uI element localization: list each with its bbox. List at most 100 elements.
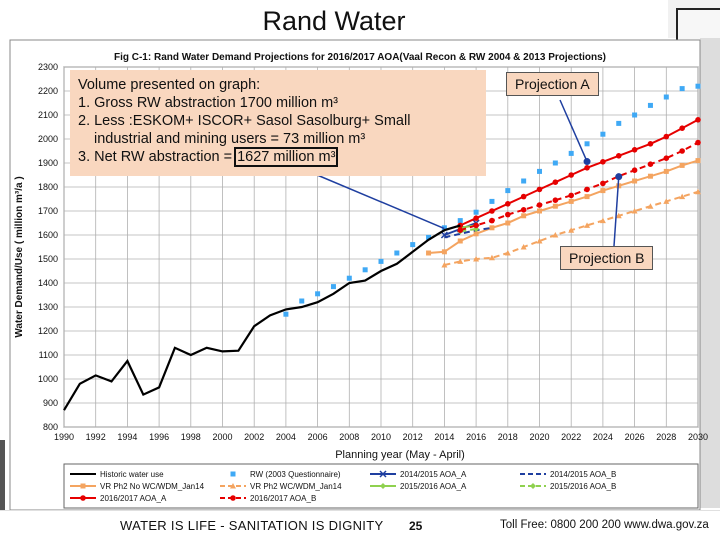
series-historic-water-use bbox=[63, 224, 461, 411]
data-point bbox=[489, 217, 495, 224]
legend-label: 2016/2017 AOA_A bbox=[100, 494, 167, 503]
data-point bbox=[536, 186, 543, 193]
legend-entry: 2014/2015 AOA_A bbox=[370, 470, 467, 479]
pointer-projection-a-dot bbox=[583, 158, 591, 166]
legend-entry: 2016/2017 AOA_B bbox=[220, 494, 316, 503]
right-edge-decoration bbox=[700, 38, 720, 508]
x-tick-label: 2012 bbox=[403, 432, 423, 442]
data-point bbox=[695, 83, 701, 89]
data-point bbox=[505, 188, 511, 194]
data-point bbox=[457, 218, 463, 224]
data-point bbox=[505, 201, 511, 207]
x-tick-label: 2002 bbox=[244, 432, 264, 442]
x-tick-label: 2014 bbox=[434, 432, 454, 442]
x-tick-label: 2010 bbox=[371, 432, 391, 442]
data-point bbox=[631, 167, 638, 173]
website-link[interactable]: www.dwa.gov.za bbox=[624, 519, 709, 531]
data-point bbox=[520, 244, 527, 250]
data-point bbox=[663, 168, 669, 174]
series-line bbox=[460, 141, 699, 232]
annotation-line-2: 1. Gross RW abstraction 1700 million m³ bbox=[78, 95, 339, 111]
series-vr-ph2-no-wc-wdm-jan14 bbox=[426, 158, 701, 256]
legend-entry: 2015/2016 AOA_A bbox=[370, 482, 467, 491]
data-point bbox=[536, 238, 543, 244]
data-point bbox=[632, 178, 638, 184]
data-point bbox=[489, 225, 495, 231]
data-point bbox=[584, 186, 590, 193]
legend-label: 2014/2015 AOA_A bbox=[400, 470, 467, 479]
legend-entry: 2016/2017 AOA_A bbox=[70, 494, 167, 503]
legend-label: VR Ph2 WC/WDM_Jan14 bbox=[250, 482, 342, 491]
data-point bbox=[473, 209, 479, 215]
x-tick-label: 2000 bbox=[212, 432, 232, 442]
data-point bbox=[663, 198, 670, 204]
data-point bbox=[440, 231, 448, 239]
data-point bbox=[520, 207, 527, 213]
data-point bbox=[632, 112, 638, 118]
data-point bbox=[552, 197, 559, 203]
data-point bbox=[695, 139, 701, 146]
corner-decoration bbox=[668, 0, 720, 40]
data-point bbox=[346, 275, 352, 281]
series-2014-2015-aoa-b bbox=[444, 226, 493, 239]
legend-label: 2016/2017 AOA_B bbox=[250, 494, 316, 503]
annotation-line-4: industrial and mining users = 73 million… bbox=[94, 131, 366, 147]
y-tick-label: 2200 bbox=[38, 86, 58, 96]
data-point bbox=[695, 188, 701, 195]
data-point bbox=[362, 267, 368, 273]
data-point bbox=[584, 141, 590, 147]
slide-title: Rand Water bbox=[262, 6, 406, 36]
toll-free-number: Toll Free: 0800 200 200 bbox=[500, 519, 621, 531]
data-point bbox=[695, 117, 701, 123]
data-point bbox=[679, 125, 685, 131]
legend-label: 2014/2015 AOA_B bbox=[550, 470, 616, 479]
data-point bbox=[473, 215, 479, 221]
data-point bbox=[647, 203, 654, 209]
data-point bbox=[679, 148, 685, 154]
data-point bbox=[568, 198, 574, 204]
projection-b-label: Projection B bbox=[560, 246, 654, 270]
data-point bbox=[552, 160, 558, 166]
data-point bbox=[584, 222, 591, 228]
data-point bbox=[568, 150, 574, 156]
series-2016-2017-aoa-a bbox=[457, 117, 701, 229]
data-point bbox=[378, 258, 384, 264]
data-point bbox=[599, 217, 606, 224]
data-point bbox=[631, 147, 638, 153]
data-point bbox=[230, 483, 236, 489]
x-tick-label: 2026 bbox=[625, 432, 645, 442]
legend-label: Historic water use bbox=[100, 470, 164, 479]
y-tick-label: 1600 bbox=[38, 230, 58, 240]
data-point bbox=[80, 483, 86, 489]
data-point bbox=[663, 155, 670, 161]
data-point bbox=[299, 298, 305, 304]
x-tick-label: 1994 bbox=[117, 432, 137, 442]
annotation-line-5: 3. Net RW abstraction = 1627 million m³ bbox=[78, 147, 478, 167]
data-point bbox=[615, 212, 622, 219]
series-line bbox=[63, 224, 461, 411]
x-axis-label: Planning year (May - April) bbox=[335, 449, 465, 461]
net-abstraction-value: 1627 million m³ bbox=[234, 147, 339, 167]
data-point bbox=[230, 495, 236, 501]
x-tick-label: 1992 bbox=[86, 432, 106, 442]
data-point bbox=[521, 178, 527, 184]
data-point bbox=[520, 193, 527, 200]
data-point bbox=[457, 258, 464, 264]
y-axis-label: Water Demand/Use ( million m³/a ) bbox=[14, 176, 25, 337]
data-point bbox=[80, 495, 86, 501]
data-point bbox=[426, 250, 432, 256]
projection-a-label: Projection A bbox=[506, 72, 599, 96]
axes: 800 900 1000 1100 1200 1300 1400 1500 1600 1700 18… bbox=[38, 62, 708, 442]
pointer-net-abstraction bbox=[309, 171, 445, 230]
x-tick-label: 1990 bbox=[54, 432, 74, 442]
data-point bbox=[552, 232, 559, 238]
x-tick-label: 2006 bbox=[308, 432, 328, 442]
pointer-projection-b-dot bbox=[615, 173, 623, 181]
data-point bbox=[600, 131, 606, 137]
data-point bbox=[552, 203, 558, 209]
data-point bbox=[230, 471, 236, 477]
data-point bbox=[379, 470, 387, 478]
x-tick-label: 1998 bbox=[181, 432, 201, 442]
data-point bbox=[521, 213, 527, 219]
y-tick-label: 900 bbox=[43, 398, 58, 408]
